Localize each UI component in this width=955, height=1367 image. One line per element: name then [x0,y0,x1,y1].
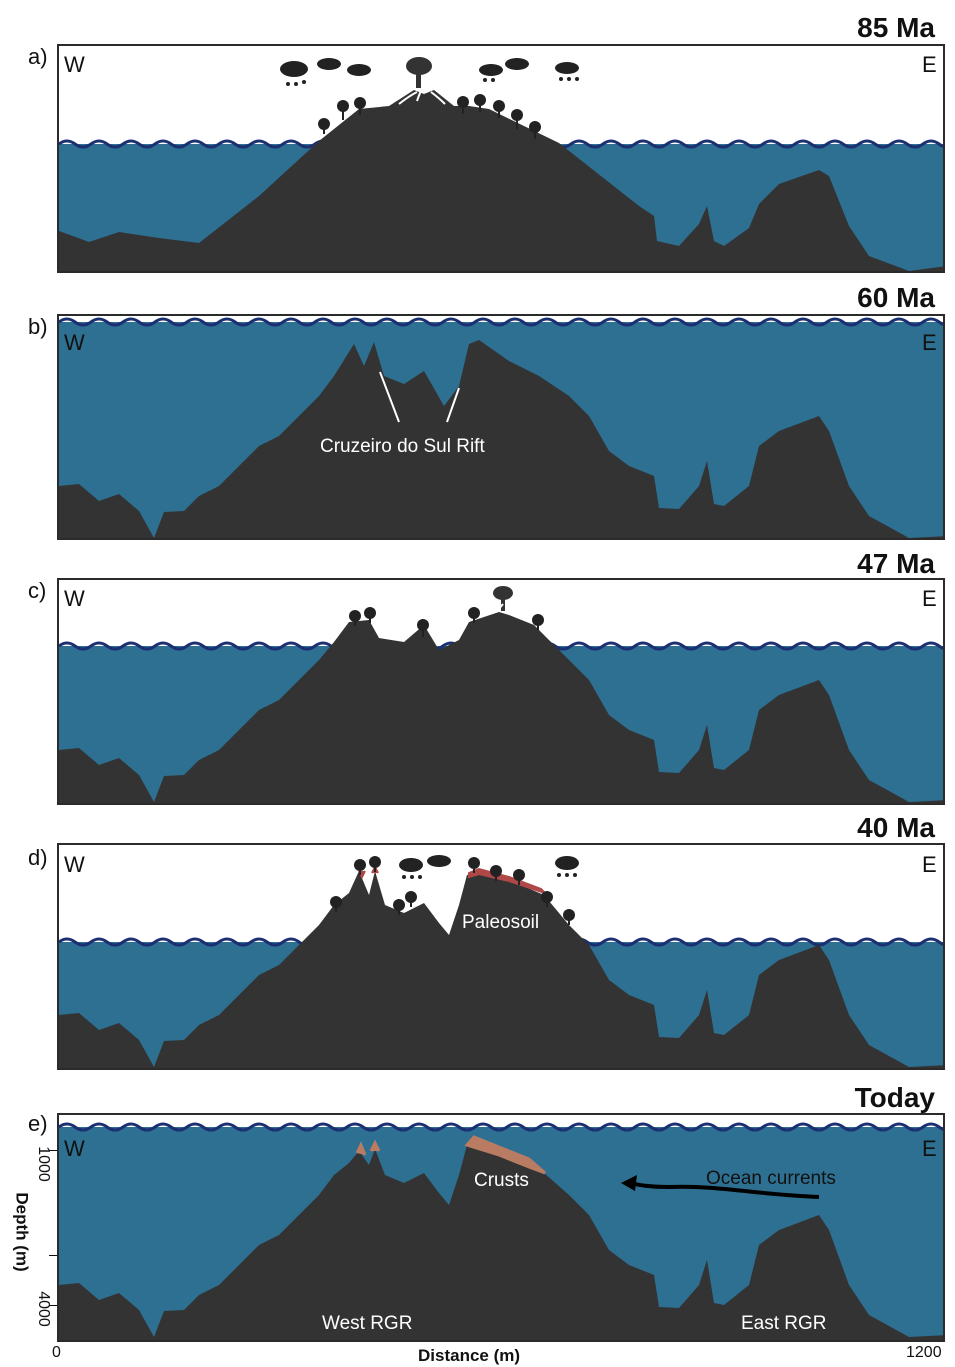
distance-tick-1200: 1200 [906,1344,942,1361]
panel-letter: c) [28,578,47,603]
wave-line [59,1122,943,1132]
distance-axis-label: Distance (m) [418,1346,521,1365]
cross-section-svg [59,317,943,538]
west-label: W [64,1136,85,1161]
age-label: 85 Ma [857,12,935,43]
west-label: W [64,586,85,611]
trees [330,856,575,925]
panel-letter: a) [28,44,48,69]
panel-letter: e) [28,1111,48,1136]
depth-axis-label: Depth (m) [12,1192,32,1272]
cross-section-60ma [57,314,945,540]
east-label: E [922,52,937,77]
volcano-vent [389,90,454,106]
eruption-cloud [406,57,432,75]
trees [318,94,541,139]
ocean-current-arrow [628,1181,820,1199]
cross-section-svg [59,1122,943,1340]
west-rgr-label: West RGR [322,1313,413,1334]
paleosoil-label: Paleosoil [462,912,540,933]
depth-tick-4000: 4000 [34,1291,52,1327]
rift-label: Cruzeiro do Sul Rift [320,436,485,457]
rain-clouds [399,855,579,879]
ocean-currents-label: Ocean currents [706,1168,836,1189]
depth-tick-mark [49,1255,57,1256]
west-label: W [64,52,85,77]
crusts-label: Crusts [474,1170,529,1191]
panel-letter: b) [28,314,48,339]
cross-section-svg [59,586,943,803]
eruption-cloud [493,586,513,600]
seafloor [59,871,943,1068]
rain-clouds [280,58,579,86]
age-label: 47 Ma [857,548,935,579]
west-label: W [64,330,85,355]
rift-fault-west [379,371,400,423]
east-label: E [922,1136,937,1161]
cross-section-svg [59,57,943,271]
east-label: E [922,852,937,877]
east-label: E [922,586,937,611]
depth-tick-mark [49,1150,57,1151]
ocean-current-arrowhead [621,1175,637,1191]
trees [349,607,544,637]
distance-tick-0: 0 [52,1344,61,1361]
crust-layer [355,1135,546,1175]
wave-line [59,317,943,327]
seafloor [59,612,943,803]
depth-tick-mark [49,1305,57,1306]
cross-section-40ma [57,843,945,1070]
panel-letter: d) [28,845,48,870]
depth-tick-1000: 1000 [34,1146,52,1182]
east-label: E [922,330,937,355]
seafloor [59,340,943,538]
east-rgr-label: East RGR [741,1313,827,1334]
age-label: Today [854,1082,935,1113]
west-label: W [64,852,85,877]
cross-section-svg [59,855,943,1068]
cross-section-today [57,1113,945,1342]
age-label: 60 Ma [857,282,935,313]
age-label: 40 Ma [857,812,935,843]
cross-section-47ma [57,578,945,805]
cross-section-85ma [57,44,945,273]
seafloor [59,106,943,271]
rift-fault-east [446,387,460,423]
seafloor [59,1143,943,1340]
